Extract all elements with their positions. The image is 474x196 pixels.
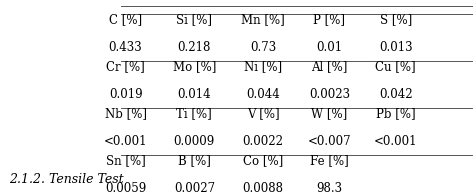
Text: P [%]: P [%]	[313, 13, 346, 26]
Text: Pb [%]: Pb [%]	[376, 107, 416, 120]
Text: 0.0009: 0.0009	[173, 135, 215, 148]
Text: C [%]: C [%]	[109, 13, 142, 26]
Text: <0.007: <0.007	[308, 135, 351, 148]
Text: W [%]: W [%]	[311, 107, 347, 120]
Text: Mo [%]: Mo [%]	[173, 60, 216, 73]
Text: 0.0059: 0.0059	[105, 182, 146, 195]
Text: Co [%]: Co [%]	[243, 154, 283, 167]
Text: V [%]: V [%]	[247, 107, 279, 120]
Text: 0.218: 0.218	[178, 41, 211, 54]
Text: Nb [%]: Nb [%]	[105, 107, 146, 120]
Text: 2.1.2. Tensile Test: 2.1.2. Tensile Test	[9, 172, 124, 186]
Text: 0.0022: 0.0022	[243, 135, 283, 148]
Text: 0.019: 0.019	[109, 88, 142, 101]
Text: Si [%]: Si [%]	[176, 13, 212, 26]
Text: 0.014: 0.014	[178, 88, 211, 101]
Text: Cr [%]: Cr [%]	[106, 60, 145, 73]
Text: 0.013: 0.013	[379, 41, 412, 54]
Text: 0.0088: 0.0088	[243, 182, 283, 195]
Text: <0.001: <0.001	[104, 135, 147, 148]
Text: S [%]: S [%]	[380, 13, 412, 26]
Text: 0.73: 0.73	[250, 41, 276, 54]
Text: 0.01: 0.01	[316, 41, 343, 54]
Text: 0.042: 0.042	[379, 88, 412, 101]
Text: Ni [%]: Ni [%]	[244, 60, 282, 73]
Text: Cu [%]: Cu [%]	[375, 60, 416, 73]
Text: B [%]: B [%]	[178, 154, 211, 167]
Text: 0.044: 0.044	[246, 88, 280, 101]
Text: Sn [%]: Sn [%]	[106, 154, 146, 167]
Text: Fe [%]: Fe [%]	[310, 154, 349, 167]
Text: 0.0027: 0.0027	[174, 182, 215, 195]
Text: Ti [%]: Ti [%]	[176, 107, 212, 120]
Text: 0.0023: 0.0023	[309, 88, 350, 101]
Text: Mn [%]: Mn [%]	[241, 13, 285, 26]
Text: 0.433: 0.433	[109, 41, 143, 54]
Text: Al [%]: Al [%]	[311, 60, 347, 73]
Text: <0.001: <0.001	[374, 135, 418, 148]
Text: 98.3: 98.3	[316, 182, 343, 195]
